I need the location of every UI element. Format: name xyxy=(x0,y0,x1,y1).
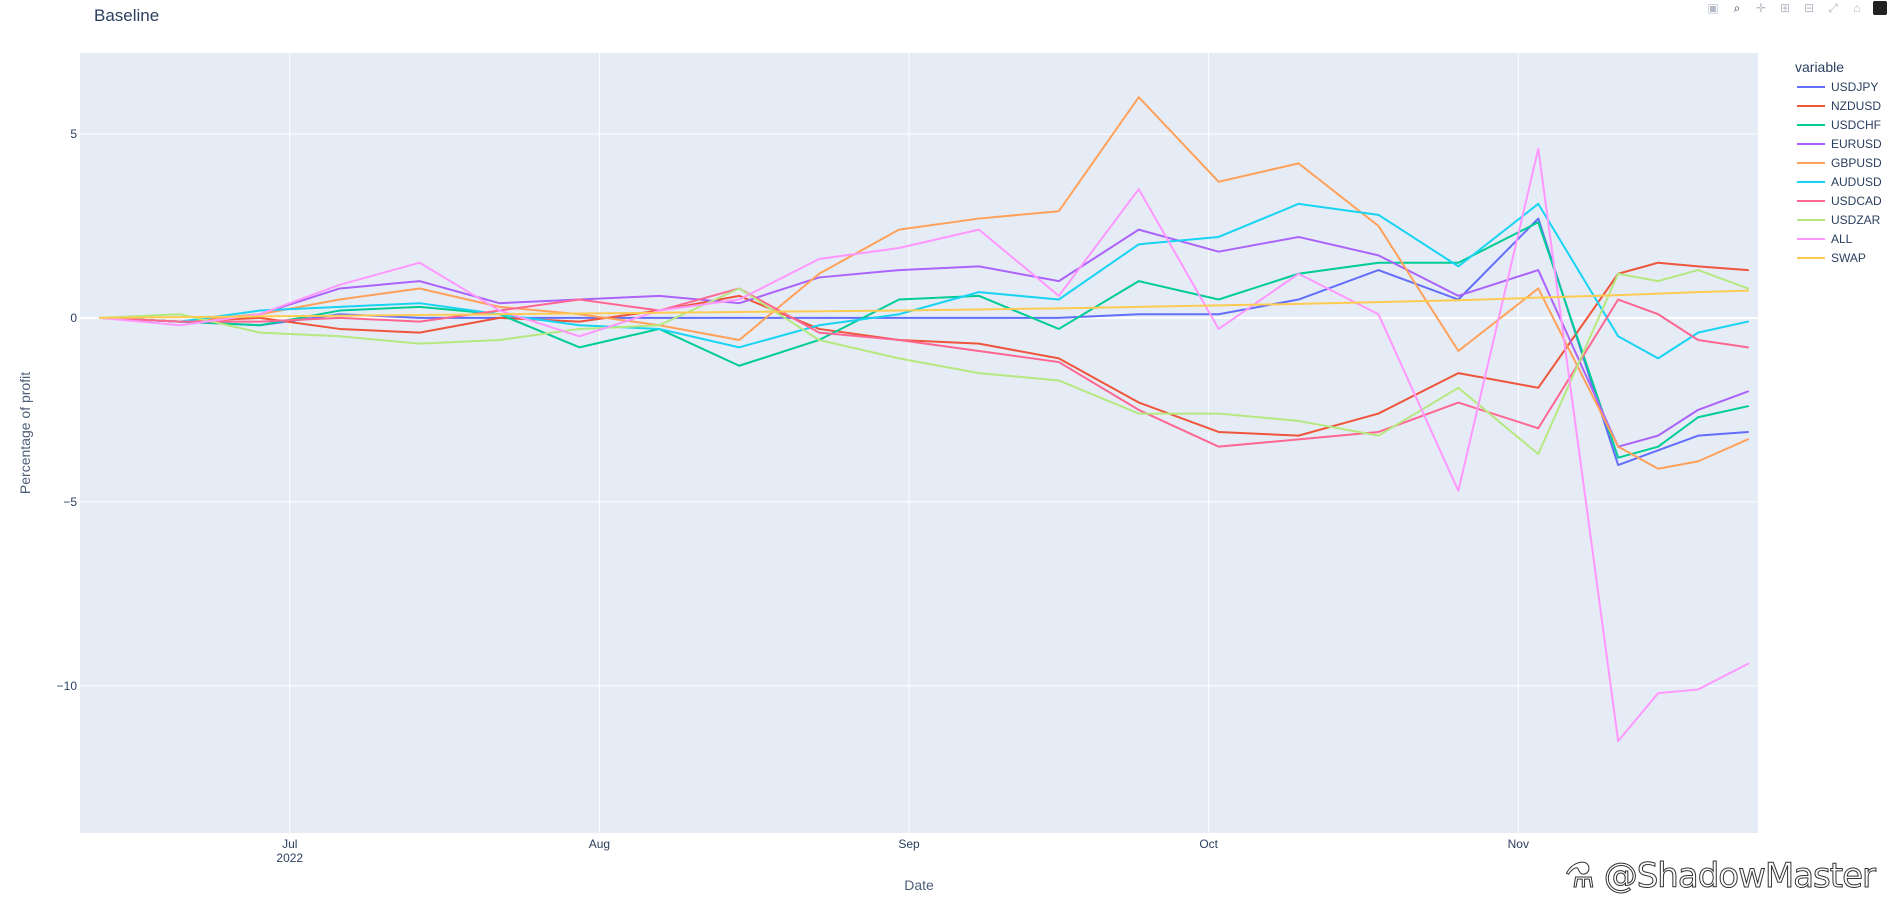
legend-label[interactable]: USDJPY xyxy=(1831,80,1878,94)
camera-icon[interactable]: ▣ xyxy=(1707,1,1719,15)
legend-label[interactable]: EURUSD xyxy=(1831,137,1882,151)
legend-label[interactable]: ALL xyxy=(1831,232,1853,246)
zoom-out-icon[interactable]: ⊟ xyxy=(1803,1,1815,15)
y-tick-label: 5 xyxy=(70,127,77,141)
series-line-usdzar xyxy=(98,269,1750,456)
x-tick-label: Aug xyxy=(589,837,610,851)
legend-label[interactable]: NZDUSD xyxy=(1831,99,1881,113)
x-tick-label: Oct xyxy=(1199,837,1218,851)
legend-label[interactable]: USDCAD xyxy=(1831,194,1882,208)
series-line-usdcad xyxy=(98,287,1750,448)
legend-label[interactable]: USDCHF xyxy=(1831,118,1881,132)
y-tick-label: −10 xyxy=(57,679,78,693)
pan-icon[interactable]: ✛ xyxy=(1755,1,1767,15)
y-tick-label: 0 xyxy=(70,311,77,325)
series-line-eurusd xyxy=(98,228,1750,448)
legend-title: variable xyxy=(1795,59,1844,75)
series-line-swap xyxy=(98,289,1750,319)
x-tick-label: Sep xyxy=(898,837,920,851)
series-line-all xyxy=(98,147,1750,743)
legend-label[interactable]: USDZAR xyxy=(1831,213,1881,227)
home-icon[interactable]: ⌂ xyxy=(1853,1,1861,15)
x-tick-label: Jul xyxy=(282,837,297,851)
legend-label[interactable]: SWAP xyxy=(1831,251,1866,265)
x-axis-title: Date xyxy=(904,877,934,893)
x-tick-sublabel: 2022 xyxy=(276,851,303,865)
x-tick-label: Nov xyxy=(1508,837,1529,851)
y-axis-title: Percentage of profit xyxy=(17,372,33,494)
zoom-icon[interactable]: ⌕ xyxy=(1733,0,1741,15)
y-tick-label: −5 xyxy=(63,495,77,509)
legend-label[interactable]: AUDUSD xyxy=(1831,175,1882,189)
series-line-usdchf xyxy=(98,221,1750,459)
chart-title: Baseline xyxy=(94,6,160,25)
plot-area xyxy=(80,53,1758,833)
zoom-in-icon[interactable]: ⊞ xyxy=(1779,1,1791,15)
series-line-audusd xyxy=(98,202,1750,360)
watermark: ⚗ @ShadowMaster xyxy=(1564,856,1877,897)
modebar-toolbar: ▣ ⌕ ✛ ⊞ ⊟ ⤢ ⌂ xyxy=(1705,0,1887,16)
plotly-logo-icon[interactable] xyxy=(1873,1,1887,15)
legend-label[interactable]: GBPUSD xyxy=(1831,156,1882,170)
autoscale-icon[interactable]: ⤢ xyxy=(1828,0,1838,15)
